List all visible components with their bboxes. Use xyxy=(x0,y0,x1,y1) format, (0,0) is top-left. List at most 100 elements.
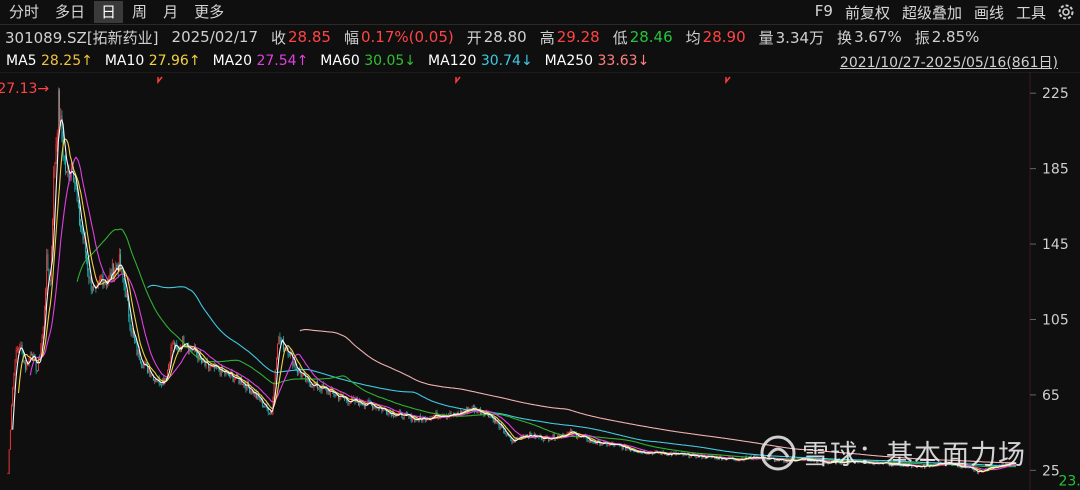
candle-body xyxy=(135,340,137,343)
candle-body xyxy=(600,444,602,446)
candle-body xyxy=(823,461,825,463)
candle-body xyxy=(570,429,572,432)
tab-2[interactable]: 日 xyxy=(94,1,124,23)
candle-body xyxy=(952,465,954,467)
candle-body xyxy=(454,412,455,414)
candle-body xyxy=(204,362,206,366)
candle-body xyxy=(491,416,493,418)
tool-4[interactable]: 工具 xyxy=(1015,3,1046,22)
candle-body xyxy=(75,183,77,190)
candle-body xyxy=(172,342,174,345)
tab-1[interactable]: 多日 xyxy=(55,3,86,21)
candle-body xyxy=(605,441,607,443)
close-value: 28.85 xyxy=(288,28,331,46)
candle-body xyxy=(638,451,639,453)
candle-body xyxy=(926,464,928,466)
tool-2[interactable]: 超级叠加 xyxy=(901,3,962,22)
candle-body xyxy=(38,357,39,371)
candle-body xyxy=(53,171,55,221)
candle-body xyxy=(208,362,209,368)
tool-0[interactable]: F9 xyxy=(814,1,833,20)
candle-body xyxy=(279,336,281,342)
ma-name: MA5 xyxy=(6,53,42,69)
candle-body xyxy=(460,410,461,415)
candle-body xyxy=(613,444,615,447)
candle-body xyxy=(353,398,355,400)
tool-3[interactable]: 画线 xyxy=(973,3,1004,22)
candle-body xyxy=(314,382,316,385)
candle-body xyxy=(133,330,134,336)
candle-body xyxy=(129,317,131,328)
volume-value: 3.34万 xyxy=(775,28,825,47)
tab-5[interactable]: 更多 xyxy=(194,3,225,21)
candle-body xyxy=(517,437,519,439)
low-label: 低 xyxy=(612,28,628,47)
candle-body xyxy=(577,437,579,439)
candle-body xyxy=(20,345,22,347)
candle-body xyxy=(28,356,30,365)
candle-body xyxy=(14,361,16,373)
candle-body xyxy=(236,374,237,379)
date-range-link[interactable]: 2021/10/27-2025/05/16(861日) xyxy=(839,55,1058,71)
candle-body xyxy=(576,433,577,438)
candle-body xyxy=(509,436,511,438)
candle-body xyxy=(614,443,616,447)
candle-body xyxy=(587,440,589,442)
candle-body xyxy=(912,466,914,468)
candle-body xyxy=(59,90,60,122)
candle-body xyxy=(787,461,788,463)
candle-body xyxy=(74,181,76,184)
tab-0[interactable]: 分时 xyxy=(9,3,40,21)
tool-1[interactable]: 前复权 xyxy=(844,3,890,22)
candle-body xyxy=(77,201,79,207)
candle-body xyxy=(682,453,684,456)
candle-body xyxy=(232,374,234,382)
candle-body xyxy=(141,363,143,366)
candle-body xyxy=(503,427,505,434)
candle-body xyxy=(40,346,42,358)
candle-body xyxy=(608,443,610,446)
candle-body xyxy=(696,454,698,458)
candle-body xyxy=(332,388,334,393)
candle-body xyxy=(408,415,410,417)
candle-body xyxy=(504,433,506,435)
candle-body xyxy=(209,367,211,369)
candle-body xyxy=(595,443,597,445)
tab-3[interactable]: 周 xyxy=(132,3,148,21)
candle-body xyxy=(558,434,560,436)
candle-body xyxy=(123,278,125,287)
candle-body xyxy=(352,397,354,400)
candle-body xyxy=(63,156,65,158)
candle-body xyxy=(68,170,70,180)
gear-icon[interactable] xyxy=(1056,2,1076,22)
ma-legend-item-ma120: MA120 30.74↓ xyxy=(428,53,533,69)
candle-body xyxy=(958,465,959,467)
candle-body xyxy=(765,459,767,461)
candle-body xyxy=(238,377,240,384)
candle-body xyxy=(49,280,51,281)
tab-4[interactable]: 月 xyxy=(163,3,179,21)
candle-body xyxy=(450,412,452,416)
candle-body xyxy=(381,407,383,411)
candle-body xyxy=(308,379,310,384)
candle-body xyxy=(989,466,991,469)
candle-body xyxy=(598,440,600,442)
candle-body xyxy=(118,254,120,272)
candle-body xyxy=(375,406,377,409)
candle-body xyxy=(312,386,314,388)
y-tick-label: 65 xyxy=(1042,388,1060,404)
candle-body xyxy=(319,388,321,389)
candle-body xyxy=(88,270,90,279)
candle-body xyxy=(986,468,988,470)
candle-body xyxy=(899,464,901,466)
high-label: 高 xyxy=(539,28,555,47)
candle-body xyxy=(65,156,66,172)
candle-body xyxy=(359,399,361,406)
candle-body xyxy=(361,403,363,405)
candle-body xyxy=(41,336,43,347)
kline-chart[interactable]: 25 65 105 145 185 225 227.13→ 23.20 → xyxy=(0,72,1080,490)
candle-body xyxy=(658,452,659,454)
candle-body xyxy=(218,366,220,372)
candle-body xyxy=(45,290,46,311)
candle-body xyxy=(937,463,938,465)
